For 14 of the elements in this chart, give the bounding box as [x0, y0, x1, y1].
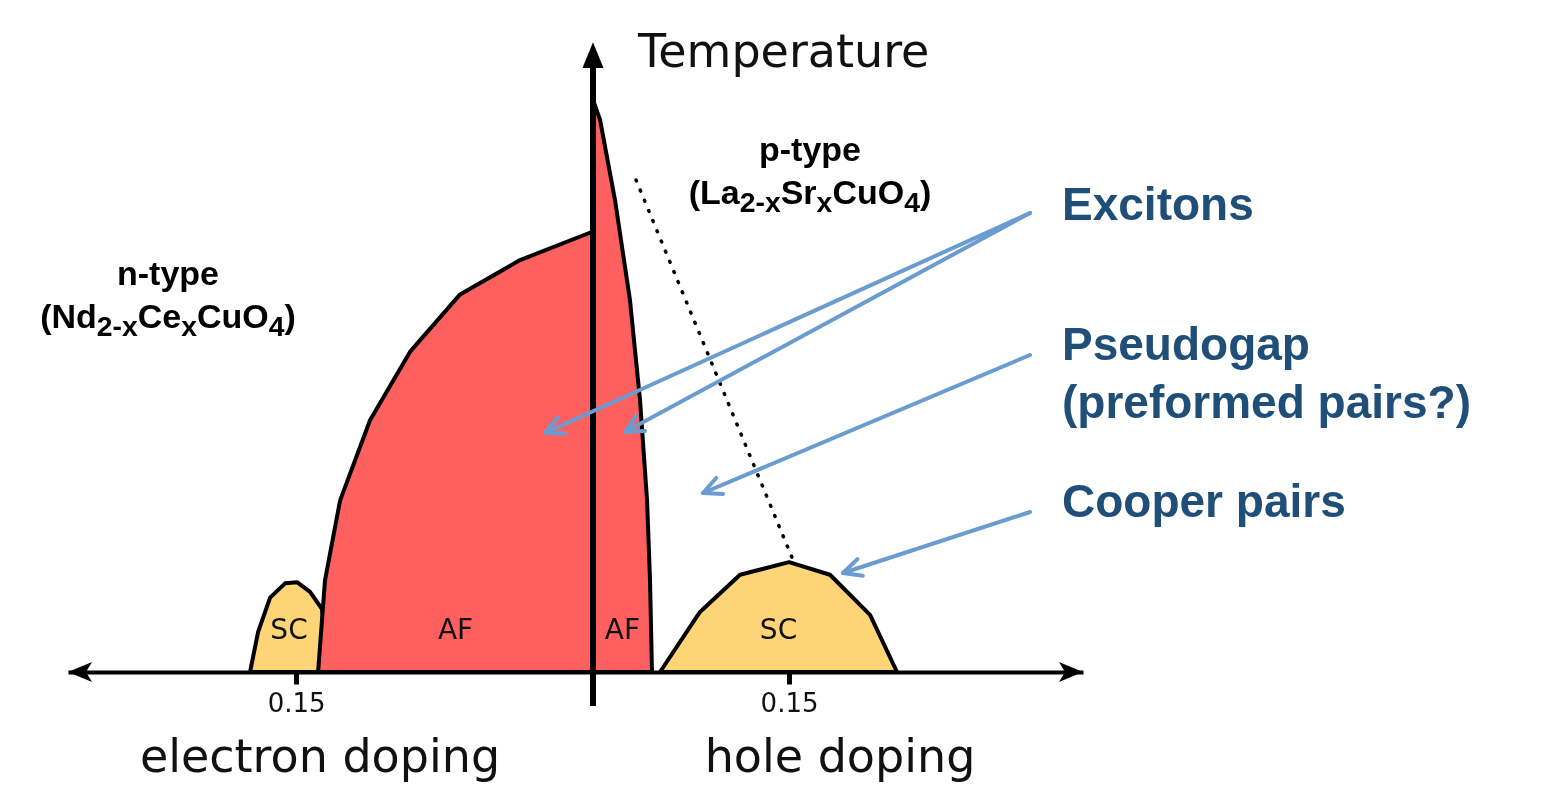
annotation: Pseudogap (preformed pairs?) [1062, 318, 1471, 428]
annotation: p-type (La$_{2-x}$Sr$_{x}$CuO$_{4}$) [688, 130, 932, 218]
annotation: Cooper pairs [1062, 475, 1346, 527]
x-tick-label: 0.15 [760, 687, 819, 718]
y-axis-title: Temperature [638, 24, 930, 78]
x-tick-label: 0.15 [267, 687, 326, 718]
annotation: n-type (Nd$_{2-x}$Ce$_{x}$CuO$_{4}$) [40, 254, 296, 342]
text: electron doping [139, 729, 501, 783]
series-label: AF [437, 613, 474, 647]
series-label: AF [604, 613, 641, 647]
annotation: Excitons [1062, 178, 1254, 230]
series-label: SC [270, 613, 308, 647]
series-label: SC [759, 613, 798, 647]
text: hole doping [704, 729, 976, 783]
